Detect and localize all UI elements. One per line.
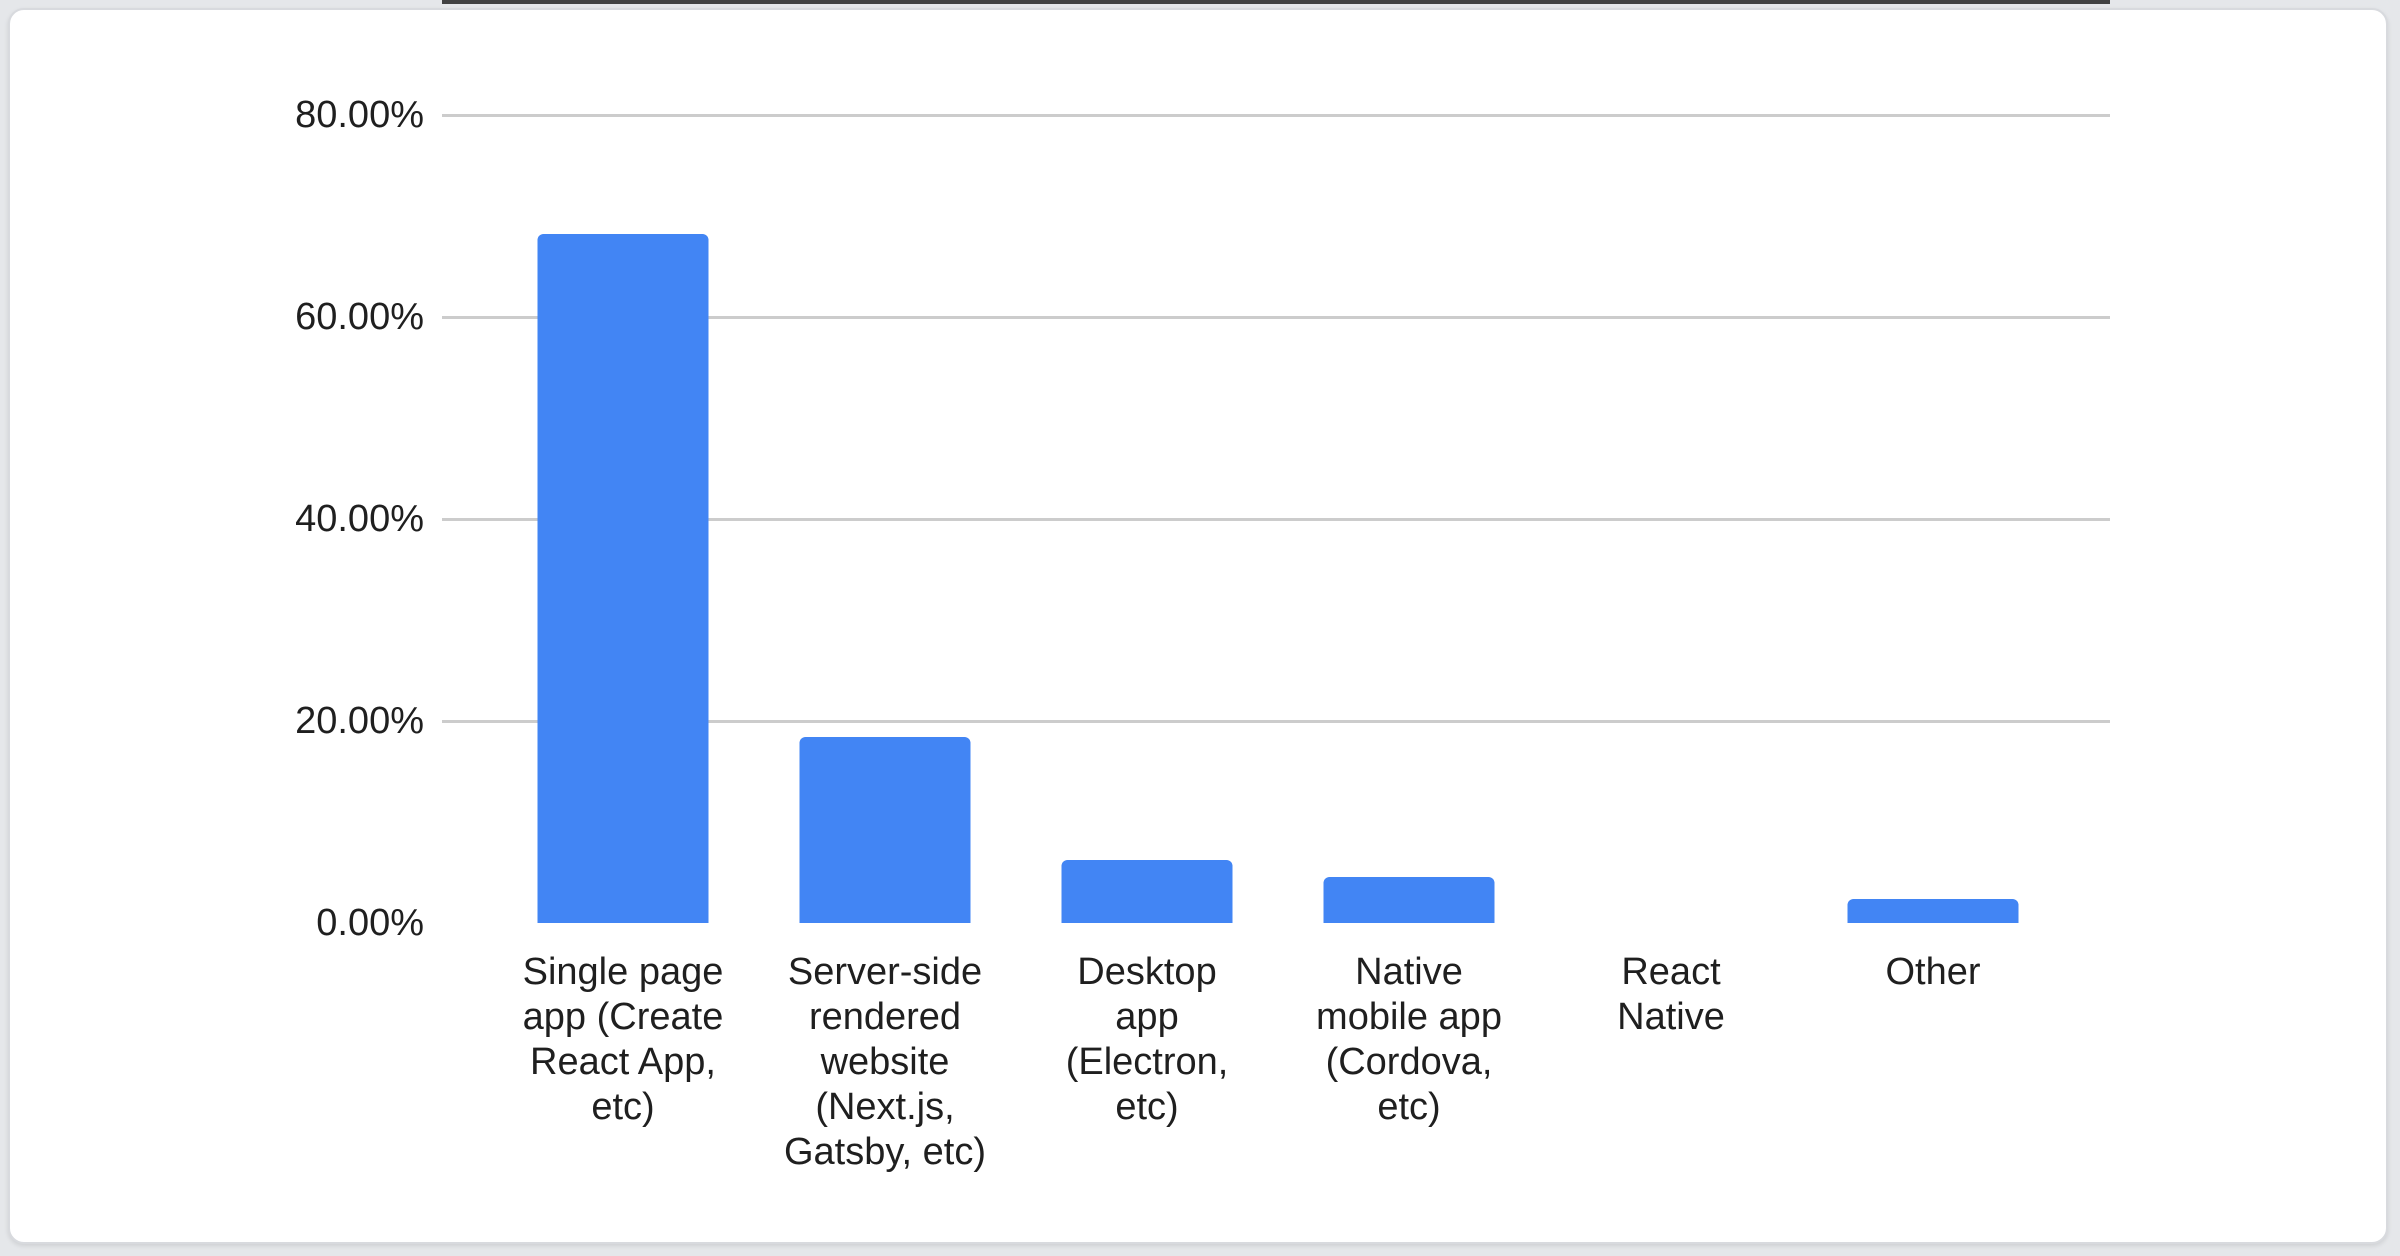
chart-card [8, 8, 2388, 1244]
plot-area [492, 115, 2064, 923]
gridline [442, 315, 2110, 319]
gridline [442, 517, 2110, 521]
category-label: React Native [1617, 951, 1725, 1038]
category-label: Single page app (Create React App, etc) [522, 951, 724, 1128]
y-tick-label: 40.00% [295, 498, 424, 540]
bar-slot [1540, 115, 1802, 923]
x-axis-category-labels: Single page app (Create React App, etc) S… [492, 950, 2064, 1175]
bar-4[interactable] [1323, 877, 1495, 923]
category-label: Desktop app (Electron, etc) [1065, 951, 1229, 1128]
bar-slot [1016, 115, 1278, 923]
bar-2[interactable] [799, 737, 971, 923]
category-label: Server-side rendered website (Next.js, G… [783, 951, 987, 1173]
bar-slot [492, 115, 754, 923]
bar-slot [1278, 115, 1540, 923]
gridline [442, 113, 2110, 117]
y-tick-label: 60.00% [295, 296, 424, 338]
category-label: Native mobile app (Cordova, etc) [1316, 951, 1502, 1128]
x-axis-line [442, 0, 2110, 4]
bar-1[interactable] [537, 234, 709, 923]
gridline [442, 719, 2110, 723]
category-label: Other [1885, 951, 1981, 993]
y-tick-label: 80.00% [295, 94, 424, 136]
bar-3[interactable] [1061, 860, 1233, 923]
y-tick-label: 0.00% [316, 902, 424, 944]
y-tick-label: 20.00% [295, 700, 424, 742]
bar-6[interactable] [1847, 899, 2019, 923]
bar-slot [754, 115, 1016, 923]
bar-slot [1802, 115, 2064, 923]
